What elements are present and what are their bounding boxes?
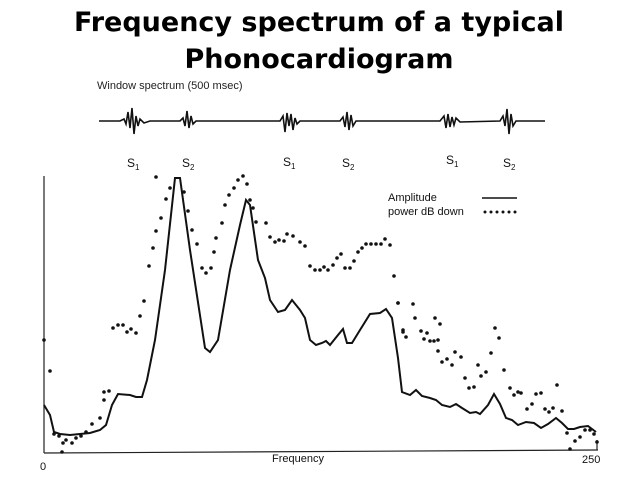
phonocardiogram-signal [99,107,545,135]
svg-text:S1: S1 [127,156,140,172]
chart-title-line1: Frequency spectrum of a typical [73,7,564,38]
chart-title: Frequency spectrum of a typical Phonocar… [0,4,638,78]
chart-title-line2: Phonocardiogram [184,44,454,75]
svg-text:S2: S2 [503,156,516,172]
x-axis-label: Frequency [272,453,324,465]
svg-text:S1: S1 [283,155,296,171]
x-axis [43,449,599,454]
svg-text:S1: S1 [446,153,459,169]
legend: Amplitude power dB down [388,192,517,218]
legend-power-label: power dB down [388,206,464,218]
svg-text:S2: S2 [342,156,355,172]
x-tick-250: 250 [582,454,600,466]
x-tick-0: 0 [40,461,46,473]
power-dots [42,174,599,454]
svg-text:S2: S2 [182,156,195,172]
signal-label: Window spectrum (500 msec) [97,80,243,92]
signal-markers: S1 S2 S1 S2 S1 S2 [127,153,516,172]
axes [43,176,599,454]
legend-amplitude-label: Amplitude [388,192,437,204]
legend-dotted-swatch [483,210,517,214]
amplitude-line [43,177,597,437]
